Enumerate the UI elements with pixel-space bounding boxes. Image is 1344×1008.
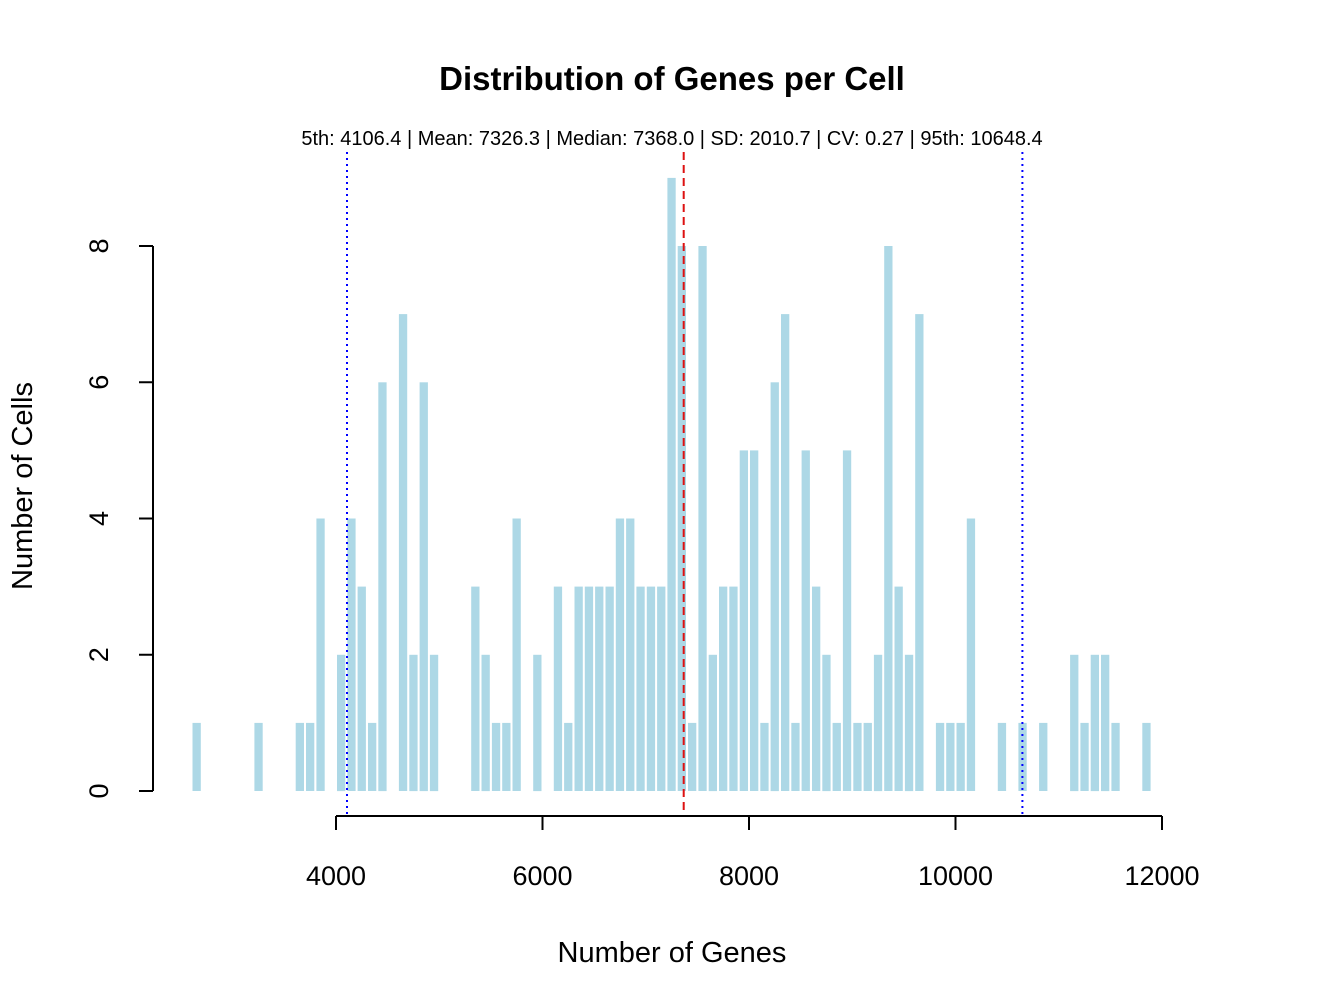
histogram-bar	[553, 586, 563, 791]
histogram-bar	[471, 586, 480, 791]
y-tick-label: 2	[84, 647, 114, 662]
histogram-bar	[801, 450, 810, 791]
histogram-bar	[770, 382, 779, 792]
histogram-bar	[595, 586, 604, 791]
histogram-bar	[719, 586, 728, 791]
x-tick-label: 12000	[1124, 861, 1199, 891]
y-tick-label: 8	[84, 238, 114, 253]
y-axis-ticks: 0 2 4 6 8	[84, 238, 153, 799]
histogram-bar	[502, 722, 511, 791]
histogram-bar	[904, 654, 914, 792]
histogram-bar	[1018, 722, 1027, 791]
histogram-bar	[636, 586, 645, 791]
histogram-bar	[708, 654, 717, 792]
histogram-bar	[409, 654, 418, 792]
histogram-bar	[316, 518, 325, 791]
y-tick-label: 4	[84, 511, 114, 526]
histogram-bar	[1111, 722, 1120, 791]
x-axis-ticks: 4000 6000 8000 10000 12000	[306, 816, 1200, 891]
histogram-bar	[564, 722, 573, 791]
y-axis-label: Number of Cells	[7, 382, 39, 590]
histogram-bar	[812, 586, 821, 791]
histogram-bar	[832, 722, 841, 791]
histogram-bar	[946, 722, 955, 791]
chart-title: Distribution of Genes per Cell	[439, 60, 905, 97]
histogram-bar	[1090, 654, 1099, 792]
x-tick-label: 8000	[719, 861, 779, 891]
histogram-bar	[1142, 722, 1151, 791]
histogram-bar	[605, 586, 614, 791]
x-tick-label: 6000	[512, 861, 572, 891]
histogram-bar	[781, 314, 790, 791]
histogram-bar	[884, 246, 893, 791]
histogram-bar	[853, 722, 862, 791]
x-tick-label: 10000	[918, 861, 993, 891]
histogram-bars	[192, 177, 1151, 792]
histogram-bar	[192, 722, 201, 791]
histogram-bar	[429, 654, 439, 792]
histogram-bar	[491, 722, 501, 791]
reference-lines	[346, 152, 1024, 816]
histogram-bar	[791, 722, 800, 791]
histogram-bar	[822, 654, 831, 792]
histogram-bar	[966, 518, 976, 791]
histogram-bar	[1101, 654, 1110, 792]
histogram-bar	[347, 518, 356, 791]
histogram-bar	[677, 246, 686, 791]
histogram-bar	[481, 654, 490, 792]
histogram-bar	[894, 586, 903, 791]
histogram-bar	[667, 177, 676, 791]
histogram-bar	[512, 518, 521, 791]
histogram-bar	[646, 586, 656, 791]
histogram-bar	[842, 450, 852, 791]
histogram-bar	[254, 722, 263, 791]
y-tick-label: 0	[84, 783, 114, 798]
histogram-bar	[295, 722, 304, 791]
histogram-bar	[615, 518, 625, 791]
histogram-bar	[419, 382, 428, 792]
histogram-bar	[956, 722, 965, 791]
histogram-bar	[337, 654, 346, 792]
histogram-bar	[873, 654, 883, 792]
histogram-bar	[584, 586, 594, 791]
histogram-bar	[729, 586, 738, 791]
histogram-bar	[1070, 654, 1079, 792]
histogram-bar	[863, 722, 872, 791]
histogram-bar	[626, 518, 635, 791]
histogram-bar	[378, 382, 387, 792]
histogram-bar	[915, 314, 924, 791]
y-tick-label: 6	[84, 375, 114, 390]
histogram-bar	[533, 654, 542, 792]
histogram-bar	[1080, 722, 1089, 791]
histogram-bar	[398, 314, 408, 791]
histogram-bar	[1039, 722, 1048, 791]
histogram-bar	[698, 246, 707, 791]
histogram-bar	[368, 722, 377, 791]
histogram-bar	[760, 722, 769, 791]
histogram-bar	[688, 722, 697, 791]
x-tick-label: 4000	[306, 861, 366, 891]
histogram-bar	[739, 450, 748, 791]
histogram-bar	[357, 586, 366, 791]
chart-subtitle: 5th: 4106.4 | Mean: 7326.3 | Median: 736…	[301, 128, 1042, 150]
histogram-bar	[935, 722, 945, 791]
histogram-bar	[306, 722, 315, 791]
x-axis-label: Number of Genes	[558, 937, 787, 969]
histogram-bar	[574, 586, 583, 791]
histogram-bar	[997, 722, 1007, 791]
histogram-bar	[750, 450, 759, 791]
histogram-bar	[657, 586, 666, 791]
